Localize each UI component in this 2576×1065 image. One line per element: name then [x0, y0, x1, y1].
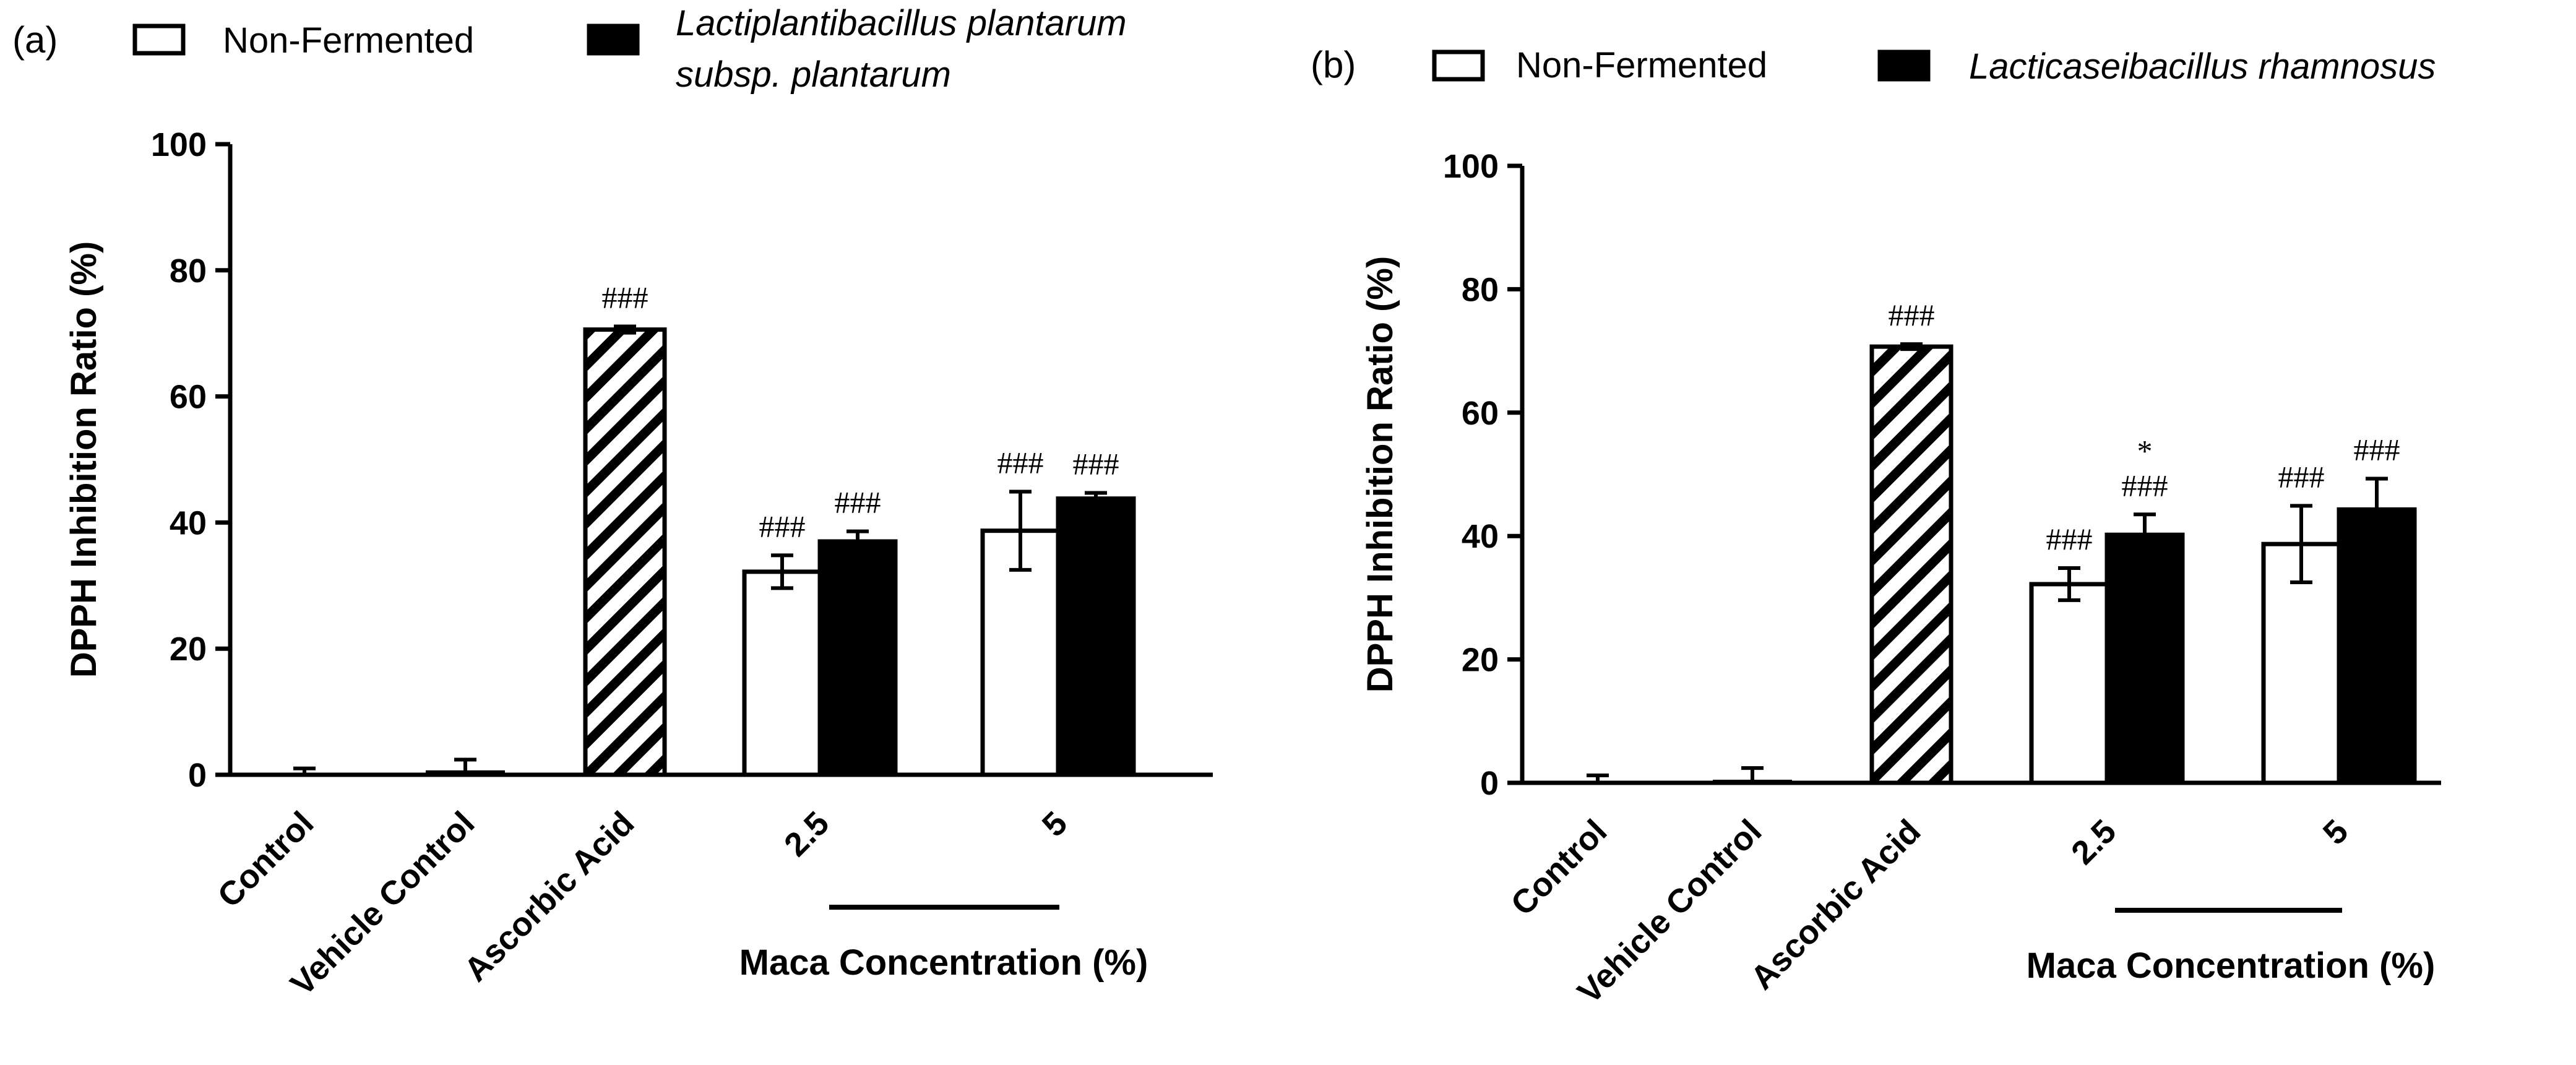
- y-tick-label: 20: [1462, 642, 1499, 679]
- significance-label: ###: [2122, 468, 2168, 502]
- x-category-label: Ascorbic Acid: [1744, 813, 1928, 997]
- y-tick-label: 20: [170, 631, 207, 668]
- legend-swatch-non-fermented: [132, 24, 186, 56]
- legend-swatch-non-fermented: [1432, 50, 1485, 82]
- significance-label: ###: [2046, 522, 2093, 556]
- bar-fermented-5: [1056, 496, 1136, 777]
- significance-label: ###: [2354, 432, 2400, 467]
- significance-label: ###: [2278, 459, 2325, 494]
- legend-label-fermented: Lacticaseibacillus rhamnosus: [1969, 46, 2436, 87]
- chart-panel-a: (a) Non-Fermented Lactiplantibacillus plan…: [12, 3, 1213, 1002]
- bar-fermented-2-5: [817, 539, 898, 777]
- y-tick-label: 100: [1443, 148, 1499, 185]
- y-tick-label: 60: [170, 379, 207, 416]
- significance-label: ###: [759, 509, 806, 543]
- legend-swatch-fermented: [1877, 50, 1931, 82]
- y-axis-title: DPPH Inhibition Ratio (%): [1360, 256, 1400, 693]
- x-category-label: Control: [210, 804, 321, 915]
- significance-label: ###: [835, 485, 881, 520]
- x-category-label: 5: [2316, 813, 2356, 852]
- y-tick-label: 0: [1480, 765, 1499, 802]
- y-tick-label: 100: [151, 126, 207, 163]
- y-axis-title: DPPH Inhibition Ratio (%): [64, 241, 104, 678]
- significance-label: ###: [1073, 447, 1119, 481]
- bar-fermented-5: [2337, 507, 2417, 785]
- significance-label: ###: [1889, 298, 1935, 332]
- x-category-label: 2.5: [777, 804, 837, 864]
- significance-label: ###: [602, 280, 648, 314]
- y-tick-label: 80: [170, 252, 207, 290]
- significance-star: *: [2137, 433, 2153, 468]
- panel-label: (b): [1311, 44, 1356, 85]
- x-category-label: Control: [1504, 813, 1614, 923]
- legend-swatch-fermented: [587, 24, 640, 56]
- bar-fermented-2-5: [2104, 532, 2185, 785]
- legend-label-fermented: Lactiplantibacillus plantarum: [676, 3, 1127, 43]
- y-tick-label: 40: [1462, 518, 1499, 555]
- bar-ascorbic-acid: [583, 327, 667, 777]
- x-category-label: Ascorbic Acid: [457, 804, 642, 989]
- bar-ascorbic-acid: [1869, 344, 1954, 785]
- y-tick-label: 0: [188, 757, 207, 794]
- x-category-label: 2.5: [2064, 813, 2124, 872]
- bar-non-fermented-2-5: [742, 569, 822, 777]
- x-axis-title: Maca Concentration (%): [739, 942, 1148, 983]
- x-category-label: 5: [1035, 804, 1075, 844]
- legend-label-non-fermented: Non-Fermented: [223, 20, 474, 61]
- y-tick-label: 40: [170, 504, 207, 541]
- chart-panel-b: (b) Non-Fermented Lacticaseibacillus rhamn…: [1311, 44, 2441, 1011]
- x-axis-title: Maca Concentration (%): [2027, 946, 2436, 986]
- legend-label-non-fermented: Non-Fermented: [1516, 45, 1767, 85]
- legend-label-fermented-line2: subsp. plantarum: [676, 54, 951, 95]
- bar-non-fermented-2-5: [2029, 582, 2109, 785]
- y-tick-label: 80: [1462, 271, 1499, 308]
- y-tick-label: 60: [1462, 395, 1499, 432]
- panel-label: (a): [12, 19, 58, 61]
- significance-label: ###: [997, 445, 1044, 480]
